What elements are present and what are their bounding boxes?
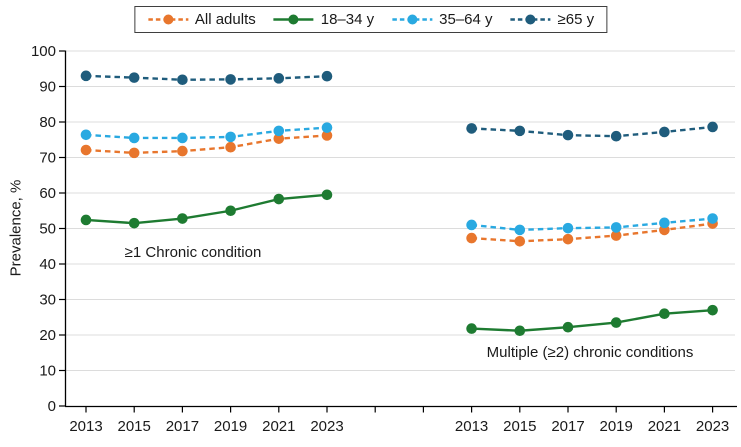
legend-item-2: 18–34 y <box>273 11 374 28</box>
data-point <box>273 125 285 137</box>
series-line-panel1-4 <box>85 74 328 81</box>
data-point <box>707 304 718 316</box>
data-point <box>80 144 92 156</box>
data-point <box>466 219 477 231</box>
y-tick-label: 100 <box>31 43 56 60</box>
data-point <box>466 232 477 244</box>
data-point <box>659 308 670 320</box>
legend-item-4: ≥65 y <box>510 11 595 28</box>
data-point <box>562 233 574 245</box>
data-point <box>514 125 526 137</box>
data-point <box>128 132 140 144</box>
x-tick-label: 2017 <box>166 418 199 435</box>
legend-line-marker-icon <box>273 14 314 25</box>
data-point <box>562 129 574 141</box>
legend-label: 18–34 y <box>320 11 375 28</box>
data-point <box>707 213 718 224</box>
data-point <box>177 74 188 86</box>
data-point <box>610 230 622 241</box>
x-tick-label: 2019 <box>214 418 247 435</box>
y-tick-label: 60 <box>39 185 56 202</box>
x-tick-label: 2015 <box>503 418 536 435</box>
series-line-panel2-1 <box>471 222 713 243</box>
y-tick-label: 20 <box>39 327 56 344</box>
data-point <box>610 130 622 142</box>
data-point <box>514 235 526 247</box>
y-tick-label: 70 <box>39 150 56 167</box>
data-point <box>610 317 622 328</box>
y-tick-label: 30 <box>39 292 56 309</box>
y-tick-label: 10 <box>39 363 56 380</box>
data-point <box>177 132 188 144</box>
data-point <box>80 214 92 226</box>
data-point <box>321 130 333 141</box>
x-tick-label: 2021 <box>262 418 295 435</box>
x-tick-label: 2015 <box>118 418 151 435</box>
legend-line-marker-icon <box>510 14 551 25</box>
series-line-panel1-2 <box>85 193 328 225</box>
data-point <box>707 121 718 133</box>
legend-item-3: 35–64 y <box>391 11 493 28</box>
series-line-panel2-2 <box>471 308 713 332</box>
data-point <box>321 122 333 133</box>
data-point <box>321 70 333 82</box>
data-point <box>128 72 140 83</box>
data-point <box>562 321 574 333</box>
data-point <box>466 123 477 134</box>
x-tick-label: 2013 <box>69 418 102 435</box>
x-tick-label: 2023 <box>310 418 343 435</box>
y-tick-label: 0 <box>48 398 56 415</box>
data-point <box>273 193 285 205</box>
data-point <box>610 222 622 233</box>
data-point <box>562 222 574 234</box>
series-line-panel1-3 <box>85 126 328 140</box>
x-tick-label: 2021 <box>648 418 681 435</box>
data-point <box>225 74 236 85</box>
x-tick-label: 2023 <box>696 418 729 435</box>
y-tick-label: 90 <box>39 79 56 96</box>
data-point <box>80 70 92 82</box>
series-line-panel1-1 <box>85 134 328 155</box>
legend-label: All adults <box>194 11 256 28</box>
data-point <box>514 224 526 236</box>
data-point <box>177 213 188 224</box>
legend-label: ≥65 y <box>557 11 595 28</box>
data-point <box>659 217 670 229</box>
legend-item-1: All adults <box>147 11 256 28</box>
series-line-panel2-3 <box>471 217 713 232</box>
y-tick-label: 40 <box>39 256 56 273</box>
data-point <box>225 141 236 153</box>
y-axis-title: Prevalence, % <box>7 179 25 277</box>
data-point <box>128 147 140 159</box>
legend-label: 35–64 y <box>439 11 493 28</box>
y-tick-label: 80 <box>39 114 56 131</box>
series-line-panel2-4 <box>471 125 713 138</box>
panel-annotation-right: Multiple (≥2) chronic conditions <box>486 344 694 361</box>
data-point <box>659 126 670 138</box>
data-point <box>273 133 285 144</box>
panel-annotation-left: ≥1 Chronic condition <box>124 244 262 261</box>
data-point <box>128 217 140 229</box>
data-point <box>225 205 236 217</box>
data-point <box>466 323 477 334</box>
legend-line-marker-icon <box>147 14 188 25</box>
data-point <box>514 325 526 337</box>
x-tick-label: 2013 <box>455 418 488 435</box>
data-point <box>321 189 333 201</box>
chart-legend: All adults 18–34 y 35–64 y ≥65 y <box>133 6 608 33</box>
y-tick-label: 50 <box>39 221 56 238</box>
data-point <box>177 145 188 157</box>
x-tick-label: 2019 <box>600 418 633 435</box>
data-point <box>80 129 92 141</box>
legend-line-marker-icon <box>392 14 433 25</box>
x-tick-label: 2017 <box>551 418 584 435</box>
data-point <box>225 131 236 143</box>
data-point <box>273 73 285 84</box>
